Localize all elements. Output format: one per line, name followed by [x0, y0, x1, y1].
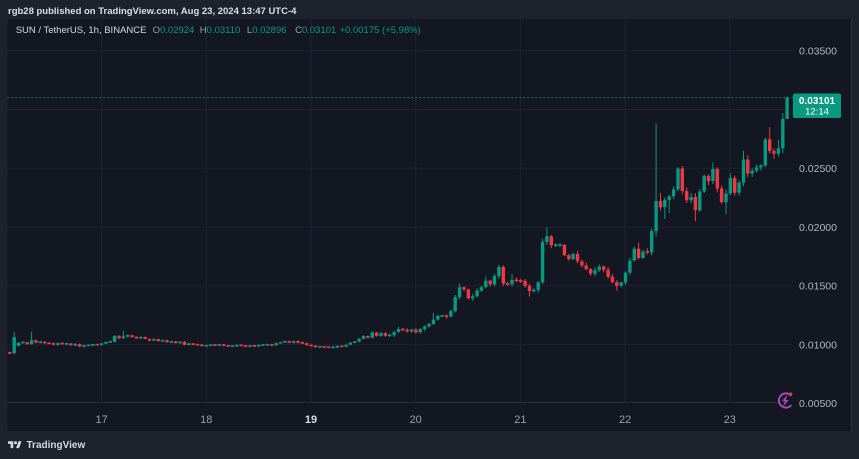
svg-text:0.01000: 0.01000 — [799, 339, 837, 351]
svg-text:0.02500: 0.02500 — [799, 163, 837, 175]
svg-text:21: 21 — [514, 414, 526, 426]
svg-text:0.03500: 0.03500 — [799, 45, 837, 57]
svg-text:12:14: 12:14 — [805, 106, 829, 117]
svg-text:TradingView: TradingView — [27, 440, 86, 451]
svg-text:0.02000: 0.02000 — [799, 222, 837, 234]
svg-text:23: 23 — [724, 414, 736, 426]
svg-text:0.00500: 0.00500 — [799, 398, 837, 410]
svg-text:0.03101: 0.03101 — [799, 96, 836, 107]
svg-text:18: 18 — [200, 414, 212, 426]
svg-text:20: 20 — [410, 414, 422, 426]
svg-text:0.01500: 0.01500 — [799, 281, 837, 293]
svg-text:22: 22 — [619, 414, 631, 426]
svg-text:19: 19 — [305, 414, 317, 426]
svg-text:17: 17 — [95, 414, 107, 426]
